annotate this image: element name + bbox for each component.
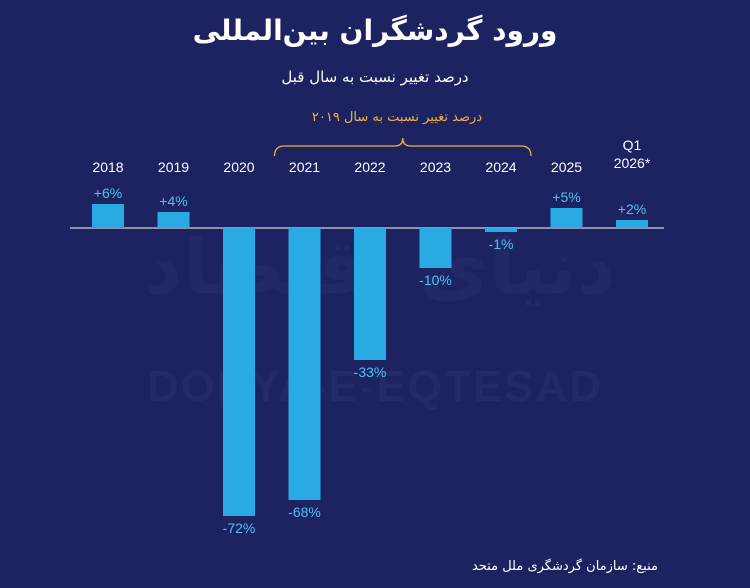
chart-title: ورود گردشگران بین‌المللی xyxy=(192,14,558,47)
category-label: 2020 xyxy=(223,159,254,175)
category-label: 2025 xyxy=(551,159,582,175)
bar-2024 xyxy=(485,228,517,232)
value-label: +2% xyxy=(618,201,646,217)
source-note: منبع: سازمان گردشگری ملل متحد xyxy=(471,559,658,574)
bar-2020 xyxy=(223,228,255,516)
bar-2022 xyxy=(354,228,386,360)
bracket-annotation: درصد تغییر نسبت به سال ۲۰۱۹ xyxy=(311,110,483,125)
value-label: -33% xyxy=(354,364,387,380)
value-label: +4% xyxy=(159,193,187,209)
value-label: -1% xyxy=(489,236,514,252)
category-label: 2018 xyxy=(92,159,123,175)
chart-subtitle: درصد تغییر نسبت به سال قبل xyxy=(281,68,469,86)
bar-2021 xyxy=(288,228,321,500)
bar-2025 xyxy=(550,208,583,228)
annotation-bracket xyxy=(273,137,532,157)
bar-2018 xyxy=(92,204,124,228)
category-label: 2024 xyxy=(485,159,516,175)
value-label: -10% xyxy=(419,272,452,288)
watermark-latin: DONYA-E-EQTESAD xyxy=(146,362,604,411)
category-label: 2022 xyxy=(354,159,385,175)
bar-2023 xyxy=(419,228,452,268)
category-label: 2019 xyxy=(158,159,189,175)
category-label: 2026* xyxy=(614,155,651,171)
category-label: 2023 xyxy=(420,159,451,175)
value-label: +5% xyxy=(552,189,580,205)
value-label: +6% xyxy=(94,185,122,201)
bar-2019 xyxy=(157,212,190,228)
category-label: 2021 xyxy=(289,159,320,175)
bar-q1-2026- xyxy=(616,220,648,228)
value-label: -72% xyxy=(223,520,256,536)
value-label: -68% xyxy=(288,504,321,520)
category-label: Q1 xyxy=(623,137,642,153)
